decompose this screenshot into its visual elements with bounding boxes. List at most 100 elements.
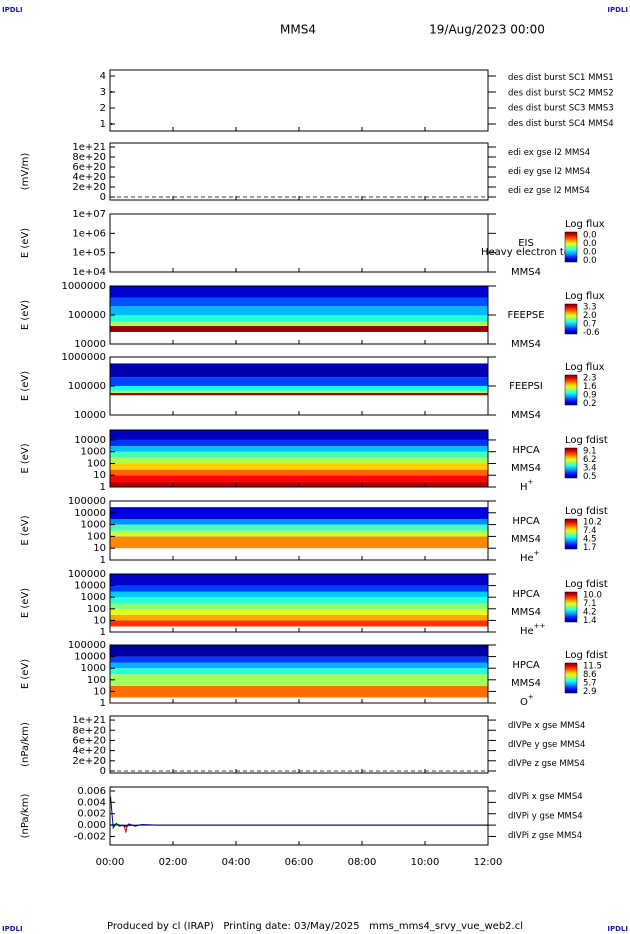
species: He [520, 553, 534, 564]
corner-label: IPDLI [607, 925, 628, 933]
spectrogram-band [110, 446, 488, 452]
y-tick-label: 2e+20 [72, 182, 106, 193]
colorbar-tick-label: 4.2 [583, 608, 597, 618]
colorbar-tick-label: 8.6 [583, 670, 597, 680]
title: MMS4 [280, 23, 316, 37]
x-tick-label: 02:00 [159, 857, 188, 868]
legend-entry: edi ez gse l2 MMS4 [508, 186, 590, 196]
x-tick-label: 00:00 [96, 857, 125, 868]
y-tick-label: 1e+21 [72, 715, 106, 726]
instrument-label: HPCA [512, 589, 540, 600]
y-tick-label: 4e+20 [72, 746, 106, 757]
data-line [110, 796, 488, 830]
species-label: O+ [520, 693, 534, 708]
colorbar-tick-label: 2.0 [583, 311, 597, 321]
spectrogram-band [110, 286, 488, 298]
spectrogram-band [110, 524, 488, 531]
panel [110, 363, 488, 396]
species-label: H+ [520, 478, 534, 493]
legend-entry: des dist burst SC4 MMS4 [508, 119, 614, 129]
panel [110, 574, 488, 627]
colorbar [564, 447, 578, 479]
y-tick-label: 100000 [68, 569, 106, 580]
spacecraft-label: MMS4 [511, 534, 541, 545]
panel [110, 796, 488, 834]
legend-entry: dIVPe z gse MMS4 [508, 759, 585, 769]
y-tick-label: 10000 [74, 508, 106, 519]
colorbar-tick-label: 1.4 [583, 616, 597, 626]
y-axis-title: E (eV) [20, 228, 31, 258]
y-tick-label: 0 [100, 192, 106, 203]
colorbar-title: Log flux [565, 362, 605, 373]
legend-entry: edi ey gse l2 MMS4 [508, 167, 590, 177]
y-tick-label: 6e+20 [72, 162, 106, 173]
species-label: He++ [520, 622, 546, 637]
charge: + [528, 693, 534, 701]
plot-frame [109, 69, 489, 132]
y-tick-label: 10 [93, 686, 106, 697]
instrument-label: FEEPSE [507, 310, 544, 321]
spectrogram-band [110, 457, 488, 464]
panel [110, 430, 488, 487]
species: He [520, 626, 534, 637]
y-tick-label: 1 [100, 698, 106, 709]
colorbar-tick-label: 5.7 [583, 679, 597, 689]
y-tick-label: 1e+05 [72, 248, 106, 259]
y-tick-label: 1 [100, 627, 106, 638]
instrument-label: HPCA [512, 445, 540, 456]
spectrogram-band [110, 530, 488, 537]
colorbar-tick-label: 0.9 [583, 391, 597, 401]
y-tick-label: -0.002 [74, 831, 106, 842]
panel [110, 286, 488, 332]
spacecraft-label: MMS4 [511, 410, 541, 421]
spectrogram-band [110, 518, 488, 525]
colorbar-tick-label: -0.6 [583, 328, 600, 338]
spectrogram-band [110, 685, 488, 698]
legend-entry: des dist burst SC3 MMS3 [508, 104, 614, 114]
plot-frame [109, 715, 489, 774]
plot-frame [109, 786, 489, 846]
spectrogram-band [110, 469, 488, 476]
y-tick-label: 100000 [68, 310, 106, 321]
y-tick-label: 1000 [81, 663, 106, 674]
charge: + [534, 549, 540, 557]
y-tick-label: 10000 [74, 581, 106, 592]
y-tick-label: 1000 [81, 520, 106, 531]
legend-entry: dIVPe y gse MMS4 [508, 740, 585, 750]
y-tick-label: 0.000 [77, 820, 106, 831]
colorbar-tick-label: 0.2 [583, 399, 597, 409]
y-tick-label: 6e+20 [72, 735, 106, 746]
y-tick-label: 0.006 [77, 786, 106, 797]
spectrogram-band [110, 608, 488, 615]
y-tick-label: 1000000 [61, 281, 106, 292]
colorbar [564, 662, 578, 694]
spectrogram-band [110, 325, 488, 332]
colorbar-tick-label: 0.0 [583, 248, 597, 258]
colorbar-title: Log flux [565, 291, 605, 302]
colorbar-tick-label: 1.7 [583, 543, 597, 553]
spectrogram-band [110, 574, 488, 586]
y-tick-label: 10000 [74, 410, 106, 421]
spectrogram-band [110, 475, 488, 482]
spectrogram-band [110, 591, 488, 598]
corner-label: IPDLI [2, 6, 23, 14]
colorbar-tick-label: 3.4 [583, 464, 597, 474]
instrument-label: HPCA [512, 516, 540, 527]
spectrogram-band [110, 386, 488, 391]
legend-entry: des dist burst SC1 MMS1 [508, 73, 614, 83]
legend-entry: dIVPe x gse MMS4 [508, 721, 585, 731]
spectrogram-band [110, 392, 488, 396]
colorbar [564, 374, 578, 406]
y-tick-label: 10000 [74, 339, 106, 350]
colorbar-tick-label: 0.5 [583, 472, 597, 482]
y-axis-title: E (eV) [20, 515, 31, 545]
colorbar-tick-label: 0.0 [583, 239, 597, 249]
y-tick-label: 0 [100, 766, 106, 777]
colorbar-title: Log flux [565, 219, 605, 230]
y-tick-label: 1e+06 [72, 228, 106, 239]
legend-entry: des dist burst SC2 MMS2 [508, 88, 614, 98]
spectrogram-band [110, 662, 488, 669]
y-axis-title: E (eV) [20, 443, 31, 473]
spacecraft-label: MMS4 [511, 339, 541, 350]
spacecraft-label: MMS4 [511, 463, 541, 474]
